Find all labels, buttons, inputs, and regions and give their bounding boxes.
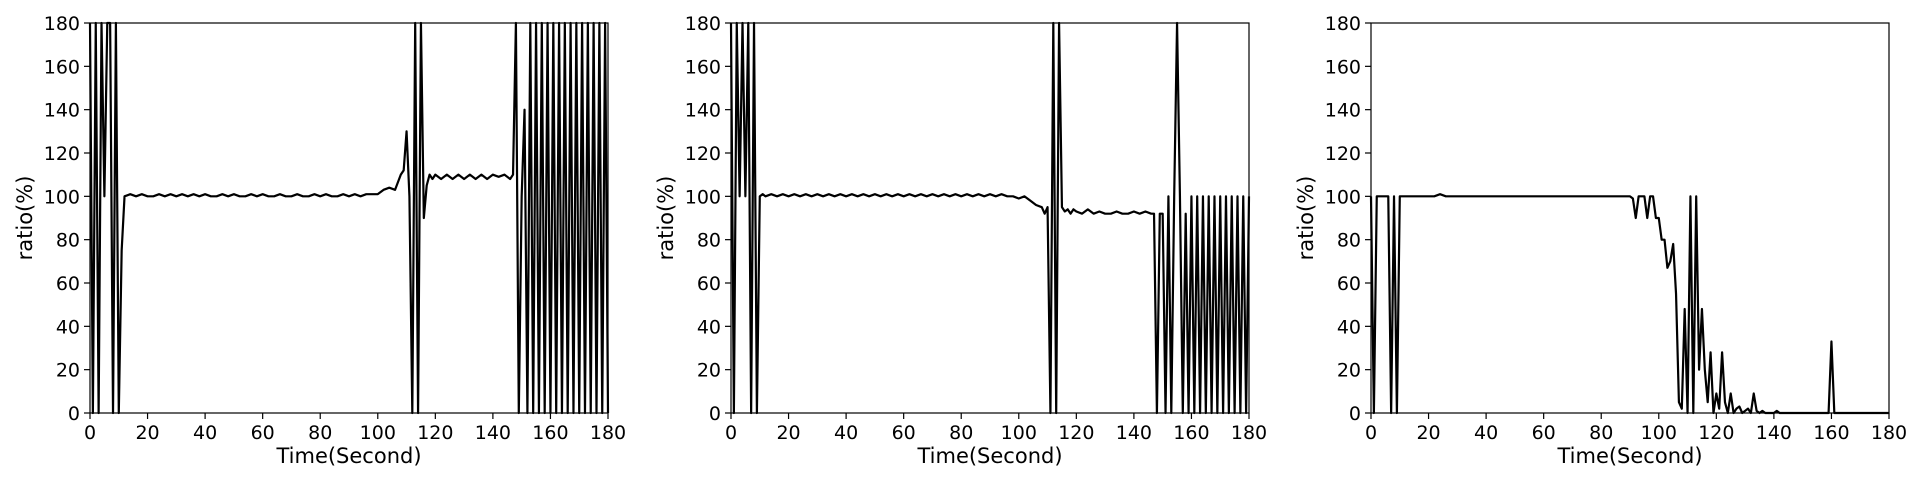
x-tick-label: 160 bbox=[1173, 422, 1209, 444]
y-tick-label: 120 bbox=[685, 143, 721, 165]
y-tick-label: 180 bbox=[685, 13, 721, 35]
x-axis-label: Time(Second) bbox=[275, 444, 421, 468]
x-tick-label: 80 bbox=[949, 422, 973, 444]
x-tick-label: 140 bbox=[1116, 422, 1152, 444]
plot-frame bbox=[730, 22, 1250, 414]
x-tick-label: 0 bbox=[725, 422, 737, 444]
x-tick-label: 0 bbox=[1365, 422, 1377, 444]
x-tick-label: 140 bbox=[475, 422, 511, 444]
y-tick-label: 0 bbox=[709, 403, 721, 425]
y-tick-label: 20 bbox=[56, 360, 80, 382]
y-tick-label: 60 bbox=[1337, 273, 1361, 295]
x-tick-label: 40 bbox=[834, 422, 858, 444]
y-tick-label: 100 bbox=[685, 186, 721, 208]
y-tick-label: 0 bbox=[68, 403, 80, 425]
y-tick-label: 140 bbox=[1325, 100, 1361, 122]
y-axis-label: ratio(%) bbox=[13, 176, 37, 261]
y-tick-label: 140 bbox=[44, 100, 80, 122]
x-tick-label: 180 bbox=[1231, 422, 1267, 444]
x-tick-label: 40 bbox=[1474, 422, 1498, 444]
y-tick-label: 20 bbox=[1337, 360, 1361, 382]
y-tick-label: 80 bbox=[56, 230, 80, 252]
x-axis-label: Time(Second) bbox=[1556, 444, 1702, 468]
x-tick-label: 80 bbox=[308, 422, 332, 444]
x-tick-label: 20 bbox=[776, 422, 800, 444]
x-tick-label: 120 bbox=[1698, 422, 1734, 444]
series-line-1 bbox=[729, 21, 1251, 415]
chart-panel-1: 0 20 40 60 80 100 120 140 160 180 0 20 40 60 80 100 120 1… bbox=[13, 13, 626, 468]
y-tick-label: 80 bbox=[1337, 230, 1361, 252]
y-tick-label: 60 bbox=[56, 273, 80, 295]
x-tick-label: 60 bbox=[251, 422, 275, 444]
x-tick-label: 100 bbox=[360, 422, 396, 444]
y-tick-label: 160 bbox=[1325, 56, 1361, 78]
x-tick-label: 100 bbox=[1641, 422, 1677, 444]
x-tick-label: 180 bbox=[590, 422, 626, 444]
y-tick-label: 100 bbox=[44, 186, 80, 208]
x-axis-label: Time(Second) bbox=[916, 444, 1062, 468]
y-tick-label: 40 bbox=[1337, 316, 1361, 338]
y-tick-label: 180 bbox=[1325, 13, 1361, 35]
y-tick-label: 120 bbox=[1325, 143, 1361, 165]
x-tick-label: 180 bbox=[1871, 422, 1907, 444]
x-tick-label: 100 bbox=[1001, 422, 1037, 444]
chart-panel-2: 0 20 40 60 80 100 120 140 160 180 0 20 40 60 80 100 120 1… bbox=[654, 13, 1267, 468]
plot-frame bbox=[1370, 22, 1890, 414]
y-tick-label: 80 bbox=[697, 230, 721, 252]
y-tick-label: 180 bbox=[44, 13, 80, 35]
x-tick-label: 0 bbox=[84, 422, 96, 444]
x-tick-label: 20 bbox=[1416, 422, 1440, 444]
x-tick-label: 160 bbox=[1813, 422, 1849, 444]
x-tick-label: 60 bbox=[1532, 422, 1556, 444]
x-tick-label: 120 bbox=[1058, 422, 1094, 444]
y-axis-label: ratio(%) bbox=[1294, 176, 1318, 261]
y-tick-label: 40 bbox=[697, 316, 721, 338]
y-tick-label: 140 bbox=[685, 100, 721, 122]
x-tick-label: 40 bbox=[193, 422, 217, 444]
y-tick-label: 20 bbox=[697, 360, 721, 382]
y-axis-label: ratio(%) bbox=[654, 176, 678, 261]
x-tick-label: 120 bbox=[417, 422, 453, 444]
y-tick-label: 160 bbox=[44, 56, 80, 78]
series-line-1 bbox=[88, 21, 610, 415]
x-tick-label: 60 bbox=[892, 422, 916, 444]
x-tick-label: 80 bbox=[1589, 422, 1613, 444]
x-tick-label: 20 bbox=[135, 422, 159, 444]
x-tick-label: 160 bbox=[532, 422, 568, 444]
y-tick-label: 160 bbox=[685, 56, 721, 78]
chart-panel-3: 0 20 40 60 80 100 120 140 160 180 0 20 40 60 80 100 120 1… bbox=[1294, 13, 1907, 468]
x-tick-label: 140 bbox=[1756, 422, 1792, 444]
y-tick-label: 100 bbox=[1325, 186, 1361, 208]
series-line-1 bbox=[1369, 193, 1889, 415]
y-tick-label: 40 bbox=[56, 316, 80, 338]
y-tick-label: 0 bbox=[1349, 403, 1361, 425]
y-tick-label: 60 bbox=[697, 273, 721, 295]
plot-frame bbox=[89, 22, 609, 414]
y-tick-label: 120 bbox=[44, 143, 80, 165]
